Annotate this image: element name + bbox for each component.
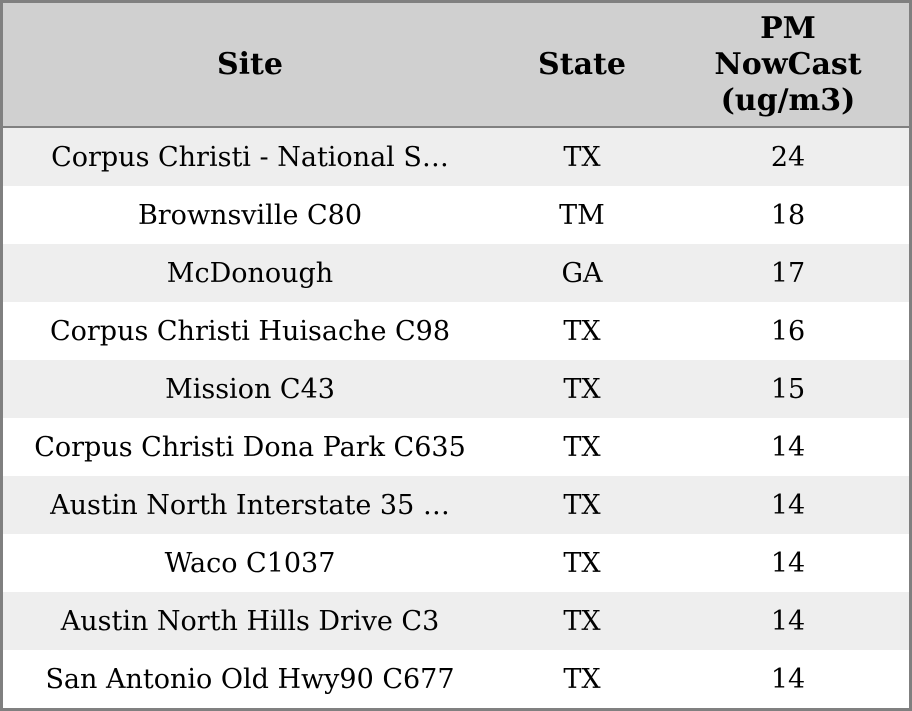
state-cell: TX: [563, 663, 601, 695]
site-cell: Corpus Christi - National S…: [51, 141, 449, 173]
table-body: Corpus Christi - National S… TX 24 Brown…: [3, 128, 909, 708]
header-row: Site State PM NowCast (ug/m3): [3, 3, 909, 128]
site-cell: Mission C43: [165, 373, 335, 405]
state-cell: TX: [563, 141, 601, 173]
state-cell: GA: [561, 257, 603, 289]
state-cell: TX: [563, 315, 601, 347]
value-cell: 16: [770, 315, 806, 347]
site-cell: Waco C1037: [164, 547, 336, 579]
site-cell: Corpus Christi Huisache C98: [49, 315, 451, 347]
table-row: Corpus Christi Dona Park C635 TX 14: [3, 418, 909, 476]
state-cell: TM: [559, 199, 605, 231]
value-cell: 24: [770, 141, 806, 173]
value-cell: 14: [770, 605, 806, 637]
column-header-pm-nowcast: PM NowCast (ug/m3): [714, 10, 862, 118]
value-cell: 17: [770, 257, 806, 289]
value-cell: 14: [770, 489, 806, 521]
column-header-site: Site: [216, 46, 283, 82]
table-row: Waco C1037 TX 14: [3, 534, 909, 592]
state-cell: TX: [563, 431, 601, 463]
value-cell: 18: [770, 199, 806, 231]
column-header-state: State: [538, 46, 626, 82]
value-cell: 14: [770, 663, 806, 695]
state-cell: TX: [563, 547, 601, 579]
table-row: Mission C43 TX 15: [3, 360, 909, 418]
table-row: San Antonio Old Hwy90 C677 TX 14: [3, 650, 909, 708]
state-cell: TX: [563, 489, 601, 521]
table-row: Corpus Christi Huisache C98 TX 16: [3, 302, 909, 360]
table-row: Austin North Hills Drive C3 TX 14: [3, 592, 909, 650]
site-cell: Austin North Interstate 35 …: [50, 489, 450, 521]
site-cell: San Antonio Old Hwy90 C677: [45, 663, 455, 695]
table-row: Austin North Interstate 35 … TX 14: [3, 476, 909, 534]
table-row: McDonough GA 17: [3, 244, 909, 302]
value-cell: 14: [770, 431, 806, 463]
state-cell: TX: [563, 373, 601, 405]
site-cell: Austin North Hills Drive C3: [60, 605, 440, 637]
state-cell: TX: [563, 605, 601, 637]
value-cell: 14: [770, 547, 806, 579]
table-row: Corpus Christi - National S… TX 24: [3, 128, 909, 186]
site-cell: McDonough: [166, 257, 334, 289]
site-cell: Corpus Christi Dona Park C635: [34, 431, 466, 463]
site-cell: Brownsville C80: [137, 199, 363, 231]
table-row: Brownsville C80 TM 18: [3, 186, 909, 244]
value-cell: 15: [770, 373, 806, 405]
